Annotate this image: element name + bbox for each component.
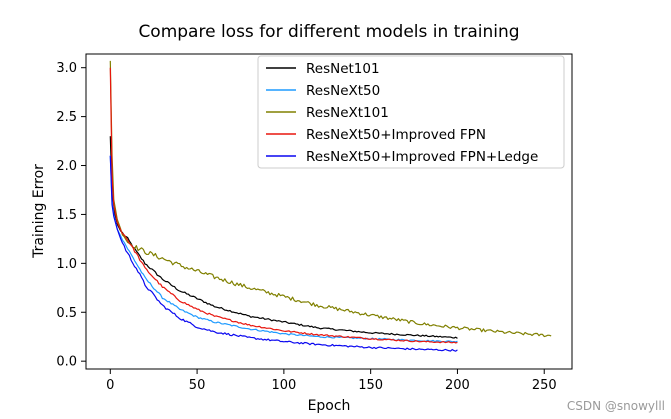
- series-line-resnext50-improved-fpn-ledge: [109, 155, 458, 352]
- x-tick-label: 0: [106, 378, 114, 393]
- watermark: CSDN @snowylll: [566, 399, 665, 413]
- legend-label: ResNet101: [306, 61, 380, 77]
- y-tick-label: 1.0: [56, 257, 77, 272]
- y-tick-label: 2.0: [56, 159, 77, 174]
- y-tick-label: 3.0: [56, 61, 77, 76]
- series-line-resnext101: [109, 60, 552, 338]
- x-tick-label: 150: [358, 378, 383, 393]
- x-axis-label: Epoch: [308, 398, 351, 414]
- y-tick-label: 1.5: [56, 208, 77, 223]
- legend: ResNet101 ResNeXt50 ResNeXt101 ResNeXt50+Im…: [257, 55, 565, 169]
- plot-frame: [85, 53, 573, 370]
- y-tick-label: 2.5: [56, 110, 77, 125]
- x-tick-label: 100: [271, 378, 296, 393]
- y-axis-ticks: 0.0 0.5 1.0 1.5 2.0 2.5 3.0: [56, 61, 86, 370]
- x-tick-label: 250: [532, 378, 557, 393]
- legend-label: ResNeXt101: [306, 105, 389, 121]
- chart-title: Compare loss for different models in tra…: [138, 22, 519, 42]
- x-tick-label: 200: [445, 378, 470, 393]
- series-line-resnext50: [109, 155, 458, 343]
- x-tick-label: 50: [189, 378, 206, 393]
- legend-box: [257, 55, 565, 169]
- legend-label: ResNeXt50+Improved FPN+Ledge: [306, 149, 538, 165]
- series-line-resnet101: [109, 136, 458, 339]
- x-axis-ticks: 0 50 100 150 200 250: [106, 369, 557, 393]
- series-line-resnext50-improved-fpn: [109, 67, 458, 344]
- y-tick-label: 0.5: [56, 306, 77, 321]
- y-tick-label: 0.0: [56, 355, 77, 370]
- series-layer: [109, 60, 552, 352]
- y-axis-label: Training Error: [31, 164, 47, 259]
- legend-label: ResNeXt50+Improved FPN: [306, 127, 486, 143]
- legend-label: ResNeXt50: [306, 83, 380, 99]
